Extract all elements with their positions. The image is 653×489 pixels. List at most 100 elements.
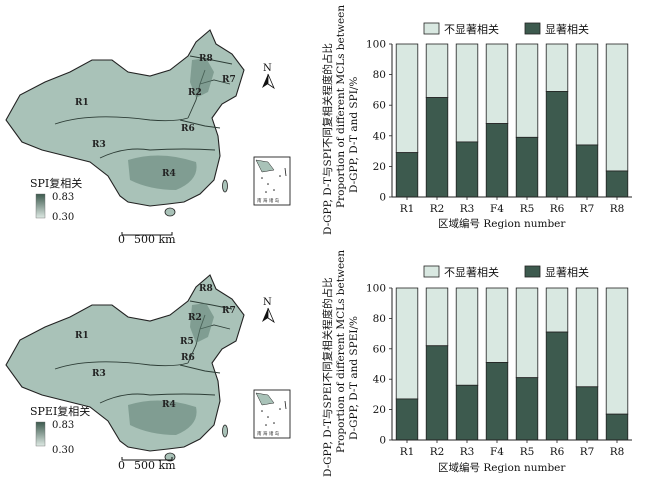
- y-tick-label: 40: [373, 130, 386, 142]
- scale-bar-icon: 0 500 km: [118, 457, 176, 472]
- bar-significant: [455, 141, 479, 198]
- bar-not-significant: [575, 287, 599, 388]
- map-region-label: R4: [162, 400, 176, 410]
- north-arrow-icon: N: [262, 63, 275, 90]
- bar-significant: [395, 152, 419, 198]
- spei-figure: R1 R2 R3 R4 R5 R6 R7 R8 N 南 海 诸: [5, 250, 632, 477]
- map-region-label: R3: [92, 140, 106, 150]
- map-region-label: R8: [199, 54, 213, 64]
- x-tick-label: F4: [490, 203, 504, 215]
- map-legend-title: SPEI复相关: [30, 404, 90, 418]
- bar-significant: [485, 362, 509, 441]
- map-region-label: R6: [181, 124, 195, 134]
- y-tick-label: 60: [373, 343, 386, 355]
- bar-not-significant: [545, 287, 569, 333]
- bar-not-significant: [485, 287, 509, 363]
- chart-xlabel: 区域编号 Region number: [438, 461, 566, 474]
- legend-label: 不显著相关: [444, 265, 499, 279]
- x-tick-label: R2: [430, 203, 445, 215]
- south-china-sea-inset-icon: 南 海 诸 岛: [253, 156, 291, 206]
- spei-map: R1 R2 R3 R4 R5 R6 R7 R8 N 南 海 诸: [5, 274, 291, 472]
- x-tick-label: R7: [580, 446, 595, 458]
- legend-label: 显著相关: [545, 265, 589, 279]
- bar-not-significant: [395, 287, 419, 400]
- chart-ylabel-line: D-GPP, D-T and SPEI/%: [348, 316, 360, 440]
- y-tick-label: 40: [373, 374, 386, 386]
- x-tick-label: R5: [520, 446, 535, 458]
- map-region-label: R2: [188, 88, 202, 98]
- svg-text:0: 0: [118, 459, 125, 472]
- legend-swatch-dark: [524, 22, 541, 35]
- map-region-label: R5: [180, 337, 194, 347]
- bar-significant: [425, 97, 449, 198]
- chart-ylabel-line: D-GPP, D-T与SPEI不同复相关程度的占比: [321, 277, 334, 477]
- map-legend-max: 0.83: [52, 420, 74, 431]
- svg-text:0: 0: [118, 233, 125, 244]
- map-region-label: R7: [222, 306, 236, 316]
- bar-not-significant: [485, 43, 509, 124]
- legend-swatch-dark: [524, 265, 541, 278]
- bar-significant: [575, 144, 599, 198]
- spei-panel: R1 R2 R3 R4 R5 R6 R7 R8 N 南 海 诸: [0, 245, 653, 489]
- bar-not-significant: [425, 287, 449, 347]
- chart-xlabel: 区域编号 Region number: [438, 217, 566, 230]
- map-legend-min: 0.30: [52, 445, 74, 456]
- bar-significant: [545, 91, 569, 198]
- dark-texture: [128, 303, 214, 435]
- y-tick-label: 0: [379, 192, 386, 204]
- x-tick-label: R7: [580, 203, 595, 215]
- x-tick-label: R6: [550, 446, 565, 458]
- map-region-label: R6: [181, 353, 195, 363]
- bar-significant: [515, 377, 539, 441]
- bar-significant: [575, 386, 599, 441]
- bar-not-significant: [515, 287, 539, 379]
- map-legend-title: SPI复相关: [30, 176, 82, 190]
- map-region-label: R4: [162, 169, 176, 179]
- svg-text:500 km: 500 km: [134, 459, 176, 472]
- y-tick-label: 100: [366, 39, 386, 51]
- inset-label: 南 海 诸 岛: [257, 430, 280, 437]
- bar-not-significant: [395, 43, 419, 154]
- bar-significant: [455, 384, 479, 441]
- spi-figure: R1 R2 R3 R4 R6 R7 R8 N: [5, 5, 632, 244]
- x-tick-label: R3: [460, 203, 475, 215]
- y-tick-label: 20: [373, 404, 386, 416]
- chart-ylabel-line: D-GPP, D-T与SPI不同复相关程度的占比: [321, 43, 334, 235]
- map-region-label: R3: [92, 369, 106, 379]
- x-tick-label: R6: [550, 203, 565, 215]
- dark-texture: [128, 58, 214, 190]
- svg-text:N: N: [263, 63, 272, 74]
- bar-not-significant: [455, 287, 479, 386]
- y-tick-label: 80: [373, 313, 386, 325]
- bar-not-significant: [605, 43, 629, 172]
- north-arrow-icon: N: [262, 297, 275, 324]
- chart-ylabel-line: Proportion of different MCLs between: [335, 250, 347, 453]
- x-tick-label: F4: [490, 446, 504, 458]
- x-tick-label: R8: [610, 203, 625, 215]
- bar-significant: [515, 136, 539, 198]
- hainan-island: [164, 207, 176, 217]
- map-region-label: R1: [75, 98, 89, 108]
- svg-text:N: N: [263, 297, 272, 308]
- x-tick-label: R8: [610, 446, 625, 458]
- taiwan-island: [222, 424, 228, 438]
- spi-panel: R1 R2 R3 R4 R6 R7 R8 N: [0, 0, 653, 244]
- inset-label: 南 海 诸 岛: [257, 197, 280, 204]
- chart-ylabel-line: D-GPP, D-T and SPI/%: [348, 77, 360, 193]
- bar-not-significant: [545, 43, 569, 92]
- bar-significant: [545, 331, 569, 441]
- bar-significant: [485, 123, 509, 198]
- svg-text:500 km: 500 km: [134, 233, 176, 244]
- y-tick-label: 20: [373, 161, 386, 173]
- legend-swatch-light: [423, 22, 440, 35]
- y-tick-label: 80: [373, 69, 386, 81]
- x-tick-label: R2: [430, 446, 445, 458]
- bar-not-significant: [455, 43, 479, 143]
- legend-swatch-light: [423, 265, 440, 278]
- bar-significant: [605, 413, 629, 441]
- x-tick-label: R1: [400, 446, 415, 458]
- spei-bar-chart: D-GPP, D-T与SPEI不同复相关程度的占比 Proportion of …: [321, 250, 632, 477]
- map-region-label: R7: [222, 75, 236, 85]
- bar-not-significant: [605, 287, 629, 415]
- scale-bar-icon: 0 500 km: [118, 232, 176, 244]
